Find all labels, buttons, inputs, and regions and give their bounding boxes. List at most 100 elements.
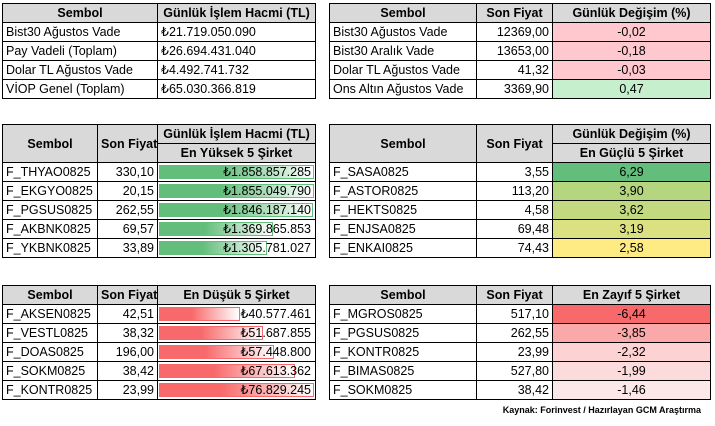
column-header: Sembol xyxy=(329,124,477,163)
symbol-cell: F_KONTR0825 xyxy=(329,342,477,362)
symbol-cell: Bist30 Ağustos Vade xyxy=(2,22,158,42)
column-header: Son Fiyat xyxy=(476,3,553,23)
table-row: F_KONTR0825 23,99 -2,32 xyxy=(329,342,711,362)
change-cell: -0,02 xyxy=(552,22,711,42)
volume-value: ₺57.448.800 xyxy=(240,345,311,359)
price-cell: 12369,00 xyxy=(476,22,553,42)
top-volume-table: Sembol Son Fiyat Günlük İşlem Hacmi (TL)… xyxy=(2,124,316,258)
table-row: F_ENJSA0825 69,48 3,19 xyxy=(329,219,711,239)
price-cell: 23,99 xyxy=(476,342,553,362)
table-subheader-row: En Güçlü 5 Şirket xyxy=(330,143,711,163)
volume-bar xyxy=(159,383,314,397)
change-cell: 3,62 xyxy=(552,200,711,220)
price-cell: 330,10 xyxy=(97,162,158,182)
change-cell: -1,99 xyxy=(552,361,711,381)
price-summary-table: Sembol Son Fiyat Günlük Değişim (%) Bist… xyxy=(329,3,711,99)
change-cell: 6,29 xyxy=(552,162,711,182)
table-row: F_SOKM0825 38,42 ₺67.613.362 xyxy=(2,361,316,381)
volume-bar-cell: ₺67.613.362 xyxy=(157,361,316,381)
volume-cell: ₺21.719.050.090 xyxy=(157,22,316,42)
symbol-cell: F_DOAS0825 xyxy=(2,342,98,362)
volume-value: ₺40.577.461 xyxy=(240,307,311,321)
table-row: Ons Altın Ağustos Vade 3369,90 0,47 xyxy=(329,79,711,99)
table-row: F_ENKAI0825 74,43 2,58 xyxy=(329,238,711,258)
column-header: Sembol xyxy=(329,285,477,305)
volume-bar xyxy=(159,326,263,340)
table-row: F_KONTR0825 23,99 ₺76.829.245 xyxy=(2,380,316,400)
price-cell: 13653,00 xyxy=(476,41,553,61)
table-row: F_PGSUS0825 262,55 -3,85 xyxy=(329,323,711,343)
price-cell: 20,15 xyxy=(97,181,158,201)
symbol-cell: Pay Vadeli (Toplam) xyxy=(2,41,158,61)
volume-bar xyxy=(159,345,275,359)
change-cell: 3,90 xyxy=(552,181,711,201)
table-row: F_BIMAS0825 527,80 -1,99 xyxy=(329,361,711,381)
table-row: F_THYAO0825 330,10 ₺1.858.857.285 xyxy=(2,162,316,182)
table-row: Bist30 Ağustos Vade 12369,00 -0,02 xyxy=(329,22,711,42)
symbol-cell: F_PGSUS0825 xyxy=(2,200,98,220)
price-cell: 517,10 xyxy=(476,304,553,324)
table-row: F_ASTOR0825 113,20 3,90 xyxy=(329,181,711,201)
price-cell: 23,99 xyxy=(97,380,158,400)
table-header-row: Sembol Son Fiyat En Düşük 5 Şirket xyxy=(2,285,316,305)
price-cell: 527,80 xyxy=(476,361,553,381)
symbol-cell: VİOP Genel (Toplam) xyxy=(2,79,158,99)
table-row: F_AKBNK0825 69,57 ₺1.369.865.853 xyxy=(2,219,316,239)
column-header: Günlük İşlem Hacmi (TL) xyxy=(157,3,316,23)
symbol-cell: F_AKSEN0825 xyxy=(2,304,98,324)
symbol-cell: F_EKGYO0825 xyxy=(2,181,98,201)
column-header: Son Fiyat xyxy=(476,124,553,163)
volume-bar xyxy=(159,364,296,378)
volume-bar-cell: ₺1.855.049.790 xyxy=(157,181,316,201)
table-row: Bist30 Aralık Vade 13653,00 -0,18 xyxy=(329,41,711,61)
symbol-cell: F_YKBNK0825 xyxy=(2,238,98,258)
price-cell: 69,48 xyxy=(476,219,553,239)
volume-value: ₺1.855.049.790 xyxy=(223,184,311,198)
symbol-cell: F_PGSUS0825 xyxy=(329,323,477,343)
volume-value: ₺1.846.187.140 xyxy=(223,203,311,217)
table-header-row: Sembol Son Fiyat Günlük Değişim (%) xyxy=(329,124,711,163)
table-row: F_AKSEN0825 42,51 ₺40.577.461 xyxy=(2,304,316,324)
volume-value: ₺1.369.865.853 xyxy=(223,222,311,236)
price-cell: 196,00 xyxy=(97,342,158,362)
symbol-cell: F_HEKTS0825 xyxy=(329,200,477,220)
change-cell: -3,85 xyxy=(552,323,711,343)
column-header: Son Fiyat xyxy=(97,124,158,163)
volume-bar-cell: ₺76.829.245 xyxy=(157,380,316,400)
symbol-cell: F_ENJSA0825 xyxy=(329,219,477,239)
volume-bar xyxy=(159,203,313,217)
column-header: Sembol xyxy=(2,124,98,163)
column-header: En Düşük 5 Şirket xyxy=(157,285,316,305)
volume-cell: ₺4.492.741.732 xyxy=(157,60,316,80)
column-header: Sembol xyxy=(2,285,98,305)
table-header-row: Sembol Son Fiyat En Zayıf 5 Şirket xyxy=(329,285,711,305)
price-cell: 113,20 xyxy=(476,181,553,201)
top-gainers-table: Sembol Son Fiyat Günlük Değişim (%) En G… xyxy=(329,124,711,258)
table-row: F_PGSUS0825 262,55 ₺1.846.187.140 xyxy=(2,200,316,220)
volume-value: ₺1.858.857.285 xyxy=(223,165,311,179)
volume-cell: ₺65.030.366.819 xyxy=(157,79,316,99)
price-cell: 42,51 xyxy=(97,304,158,324)
symbol-cell: F_KONTR0825 xyxy=(2,380,98,400)
volume-bar-cell: ₺40.577.461 xyxy=(157,304,316,324)
volume-value: ₺51.687.855 xyxy=(240,326,311,340)
price-cell: 3369,90 xyxy=(476,79,553,99)
price-cell: 4,58 xyxy=(476,200,553,220)
column-header: Son Fiyat xyxy=(97,285,158,305)
price-cell: 69,57 xyxy=(97,219,158,239)
table-header-row: Sembol Son Fiyat Günlük Değişim (%) xyxy=(329,3,711,23)
symbol-cell: Dolar TL Ağustos Vade xyxy=(329,60,477,80)
symbol-cell: F_SOKM0825 xyxy=(329,380,477,400)
volume-bar xyxy=(159,165,314,179)
volume-summary-table: Sembol Günlük İşlem Hacmi (TL) Bist30 Ağ… xyxy=(2,3,316,99)
table-row: F_HEKTS0825 4,58 3,62 xyxy=(329,200,711,220)
price-cell: 38,42 xyxy=(476,380,553,400)
change-cell: -1,46 xyxy=(552,380,711,400)
column-header: Günlük Değişim (%) xyxy=(552,3,711,23)
table-row: F_MGROS0825 517,10 -6,44 xyxy=(329,304,711,324)
column-header: Günlük Değişim (%) xyxy=(552,124,711,144)
volume-bar-cell: ₺1.846.187.140 xyxy=(157,200,316,220)
volume-bar-cell: ₺51.687.855 xyxy=(157,323,316,343)
volume-value: ₺1.305.781.027 xyxy=(223,241,311,255)
price-cell: 3,55 xyxy=(476,162,553,182)
